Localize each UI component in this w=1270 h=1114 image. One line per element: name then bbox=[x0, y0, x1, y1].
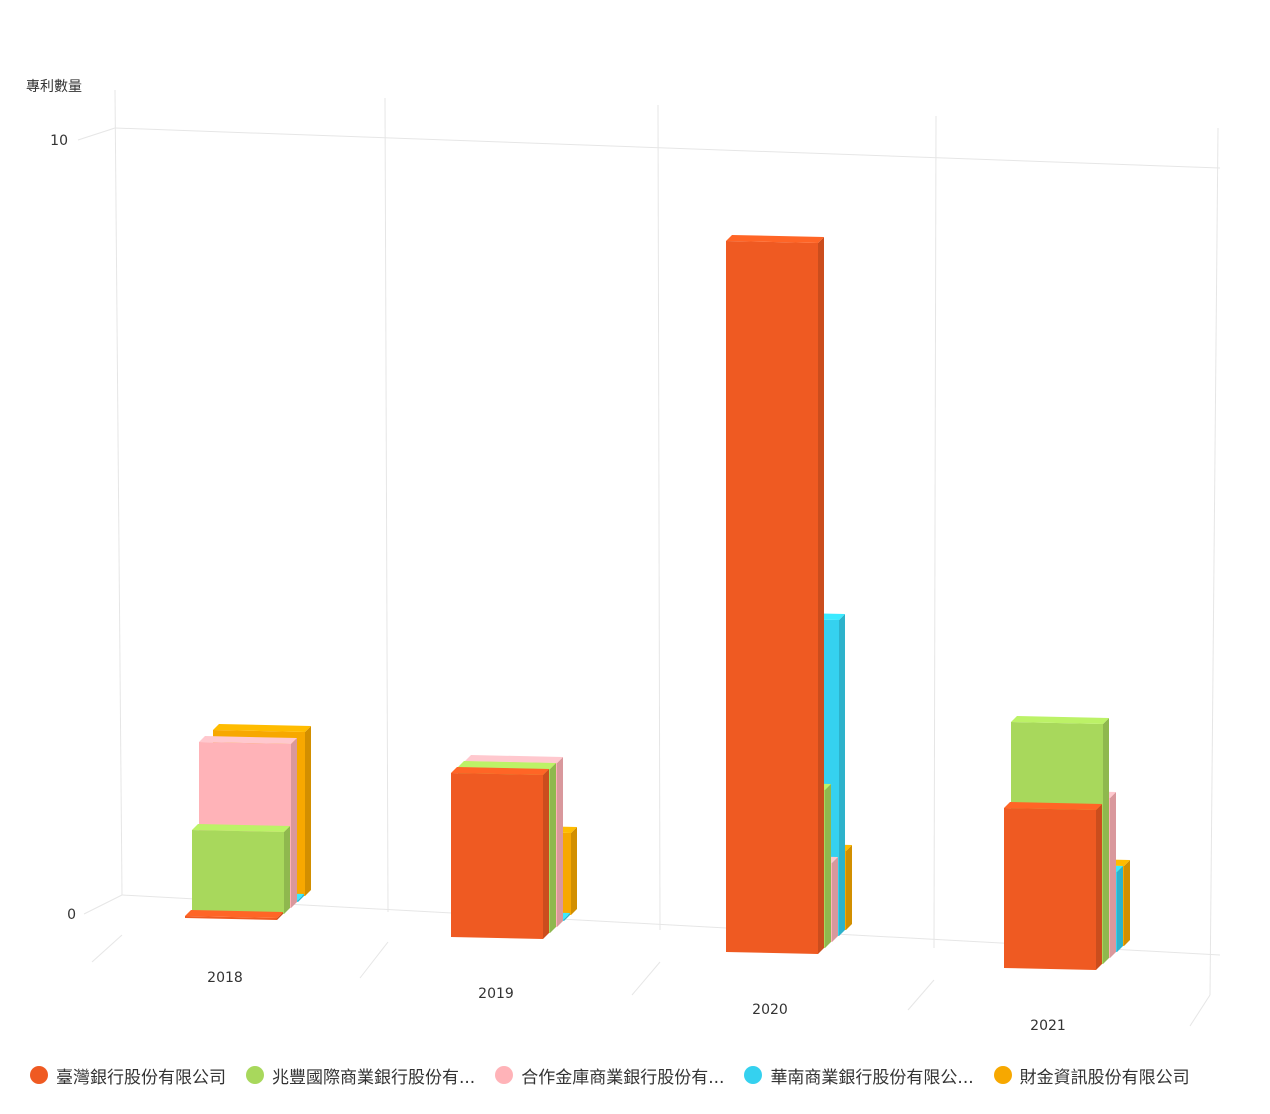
bar-front-series-1-2019 bbox=[451, 773, 543, 939]
bar-side-series-4-2019 bbox=[564, 913, 570, 921]
bar-side-series-2-2018 bbox=[284, 826, 290, 914]
bar-top-series-2-2018 bbox=[192, 824, 290, 832]
bar-side-series-5-2020 bbox=[846, 845, 852, 930]
bar-side-series-1-2020 bbox=[818, 237, 824, 954]
legend-item-series-2[interactable]: 兆豐國際商業銀行股份有... bbox=[246, 1063, 475, 1088]
legend-label-series-3: 合作金庫商業銀行股份有... bbox=[521, 1067, 725, 1088]
bar-series-1-2020 bbox=[726, 235, 824, 954]
legend-item-series-5[interactable]: 財金資訊股份有限公司 bbox=[993, 1063, 1190, 1088]
category-divider-3 bbox=[933, 115, 937, 949]
bar-series-1-2021 bbox=[1004, 802, 1102, 970]
x-tick-label-2018: 2018 bbox=[207, 970, 243, 986]
bar-side-series-3-2020 bbox=[832, 857, 838, 942]
bar-series-1-2019 bbox=[451, 767, 549, 939]
bar-side-series-4-2021 bbox=[1117, 866, 1123, 952]
x-tick-label-2021: 2021 bbox=[1030, 1018, 1066, 1034]
bar-series-2-2018 bbox=[192, 824, 290, 914]
floor-line-3 bbox=[907, 979, 935, 1011]
bar-side-series-5-2018 bbox=[305, 726, 311, 896]
legend-item-series-4[interactable]: 華南商業銀行股份有限公... bbox=[744, 1063, 974, 1088]
floor-line-4 bbox=[1189, 994, 1211, 1027]
bar-top-series-3-2018 bbox=[199, 736, 297, 744]
x-tick-label-2019: 2019 bbox=[478, 986, 514, 1002]
legend-marker-series-5 bbox=[993, 1066, 1012, 1084]
legend-label-series-2: 兆豐國際商業銀行股份有... bbox=[272, 1067, 476, 1088]
grid-lines bbox=[77, 89, 1221, 1027]
bar-side-series-1-2018 bbox=[277, 912, 283, 920]
floor-line-2 bbox=[631, 961, 661, 996]
bar-side-series-5-2021 bbox=[1124, 860, 1130, 946]
floor-line-0 bbox=[91, 934, 123, 963]
bar-chart-3d: 專利數量 10 0 2018 2019 2020 2021 bbox=[26, 79, 1221, 1034]
legend: 臺灣銀行股份有限公司 兆豐國際商業銀行股份有... 合作金庫商業銀行股份有...… bbox=[30, 1060, 1260, 1090]
legend-marker-series-1 bbox=[30, 1066, 48, 1084]
bar-series-1-2018 bbox=[185, 910, 283, 920]
y-axis-title: 專利數量 bbox=[26, 79, 82, 95]
bar-top-series-5-2018 bbox=[213, 724, 311, 732]
bar-side-series-3-2019 bbox=[557, 757, 563, 927]
category-divider-4 bbox=[1209, 127, 1219, 996]
gridline-10 bbox=[114, 127, 1221, 169]
bar-top-series-1-2020 bbox=[726, 235, 824, 243]
legend-marker-series-4 bbox=[744, 1066, 763, 1084]
x-tick-label-2020: 2020 bbox=[752, 1002, 788, 1018]
y-tick-10 bbox=[77, 127, 116, 141]
legend-label-series-5: 財金資訊股份有限公司 bbox=[1019, 1067, 1190, 1088]
legend-item-series-3[interactable]: 合作金庫商業銀行股份有... bbox=[495, 1063, 724, 1088]
bar-front-series-1-2018 bbox=[185, 916, 277, 920]
y-tick-0 bbox=[83, 894, 123, 915]
legend-marker-series-3 bbox=[495, 1066, 514, 1084]
bar-front-series-2-2018 bbox=[192, 830, 284, 914]
category-divider-1 bbox=[384, 97, 389, 913]
y-tick-label-0: 0 bbox=[67, 907, 76, 923]
bar-side-series-3-2018 bbox=[291, 738, 297, 908]
bar-front-series-1-2020 bbox=[726, 241, 818, 954]
legend-label-series-1: 臺灣銀行股份有限公司 bbox=[56, 1067, 226, 1088]
bar-side-series-4-2018 bbox=[298, 894, 304, 902]
category-divider-0 bbox=[114, 89, 123, 896]
bar-top-series-2-2019 bbox=[458, 761, 556, 769]
bar-side-series-5-2019 bbox=[571, 827, 577, 915]
bar-side-series-2-2021 bbox=[1103, 718, 1109, 964]
legend-label-series-4: 華南商業銀行股份有限公... bbox=[770, 1067, 974, 1088]
bar-front-series-1-2021 bbox=[1004, 808, 1096, 970]
bar-side-series-1-2021 bbox=[1096, 804, 1102, 970]
category-divider-2 bbox=[657, 104, 661, 931]
bar-side-series-4-2020 bbox=[839, 614, 845, 936]
bar-top-series-3-2019 bbox=[465, 755, 563, 763]
legend-item-series-1[interactable]: 臺灣銀行股份有限公司 bbox=[30, 1063, 226, 1088]
floor-line-1 bbox=[359, 941, 389, 979]
bar-top-series-2-2021 bbox=[1011, 716, 1109, 724]
bar-side-series-2-2019 bbox=[550, 763, 556, 933]
bar-top-series-1-2018 bbox=[185, 910, 283, 918]
bar-side-series-2-2020 bbox=[825, 784, 831, 948]
bar-side-series-1-2019 bbox=[543, 769, 549, 939]
bar-side-series-3-2021 bbox=[1110, 792, 1116, 958]
legend-marker-series-2 bbox=[246, 1066, 264, 1084]
bar-top-series-1-2019 bbox=[451, 767, 549, 775]
bars bbox=[185, 235, 1130, 970]
y-tick-label-10: 10 bbox=[50, 133, 68, 149]
bar-top-series-1-2021 bbox=[1004, 802, 1102, 810]
